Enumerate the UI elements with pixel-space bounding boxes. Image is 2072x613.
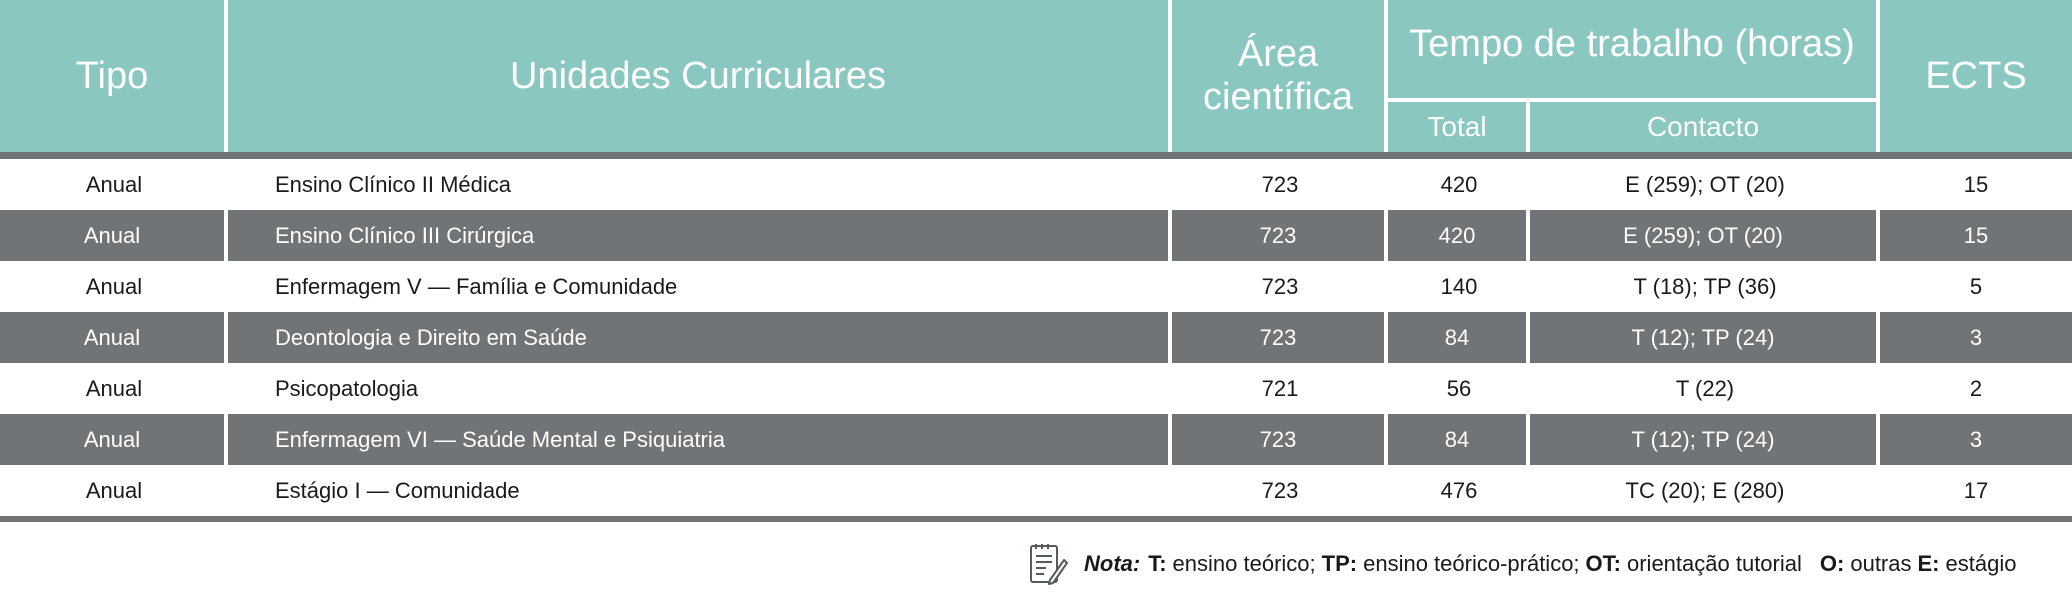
table-row: Anual Enfermagem V — Família e Comunidad… <box>0 261 2072 312</box>
header-area-line1: Área <box>1237 33 1319 76</box>
cell-unidade-curricular: Psicopatologia <box>275 375 419 401</box>
note-val-t: ensino teórico; <box>1172 551 1316 576</box>
cell-contacto: TC (20); E (280) <box>1625 477 1785 503</box>
table-row: Anual Ensino Clínico III Cirúrgica 723 4… <box>0 210 2072 261</box>
note-label: Nota: <box>1084 551 1141 576</box>
table-row: Anual Estágio I — Comunidade 723 476 TC … <box>0 465 2072 516</box>
cell-total: 140 <box>1440 273 1478 299</box>
cell-area-cientifica: 723 <box>1261 171 1299 197</box>
cell-area-cientifica: 723 <box>1172 312 1388 363</box>
cell-tipo: Anual <box>85 477 143 503</box>
cell-contacto: T (18); TP (36) <box>1633 273 1777 299</box>
cell-contacto: T (12); TP (24) <box>1530 414 1880 465</box>
cell-unidade-curricular: Estágio I — Comunidade <box>275 477 520 503</box>
cell-ects: 17 <box>1963 477 1989 503</box>
cell-ects: 3 <box>1969 324 1983 350</box>
cell-total: 56 <box>1446 375 1472 401</box>
cell-tipo: Anual <box>0 414 228 465</box>
cell-unidade-curricular: Enfermagem VI — Saúde Mental e Psiquiatr… <box>228 414 1172 465</box>
header-ects: ECTS <box>1880 0 2072 152</box>
note-val-e: estágio <box>1945 551 2017 576</box>
cell-area-cientifica: 723 <box>1261 477 1299 503</box>
header-contacto: Contacto <box>1530 102 1876 152</box>
note-key-ot: OT: <box>1585 551 1621 576</box>
header-divider <box>0 152 2072 159</box>
table-bottom-divider <box>0 516 2072 522</box>
table-row: Anual Deontologia e Direito em Saúde 723… <box>0 312 2072 363</box>
table-row: Anual Enfermagem VI — Saúde Mental e Psi… <box>0 414 2072 465</box>
note-key-o: O: <box>1819 551 1845 576</box>
cell-ects: 15 <box>1963 222 1989 248</box>
cell-total: 84 <box>1388 312 1530 363</box>
cell-total: 420 <box>1440 171 1478 197</box>
note-val-o: outras <box>1850 551 1912 576</box>
note-val-ot: orientação tutorial <box>1627 551 1802 576</box>
cell-tipo: Anual <box>0 312 228 363</box>
header-tempo-de-trabalho: Tempo de trabalho (horas) <box>1388 0 1876 98</box>
cell-tipo: Anual <box>85 171 143 197</box>
cell-contacto: T (12); TP (24) <box>1530 312 1880 363</box>
cell-unidade-curricular: Deontologia e Direito em Saúde <box>228 312 1172 363</box>
table-row: Anual Ensino Clínico II Médica 723 420 E… <box>0 159 2072 210</box>
cell-ects: 5 <box>1969 273 1983 299</box>
header-total: Total <box>1388 102 1526 152</box>
cell-area-cientifica: 723 <box>1261 273 1299 299</box>
cell-unidade-curricular: Enfermagem V — Família e Comunidade <box>275 273 678 299</box>
table-row: Anual Psicopatologia 721 56 T (22) 2 <box>0 363 2072 414</box>
table-body: Anual Ensino Clínico II Médica 723 420 E… <box>0 159 2072 516</box>
cell-unidade-curricular: Ensino Clínico II Médica <box>275 171 511 197</box>
table-header: Tipo Unidades Curriculares Área científi… <box>0 0 2072 152</box>
table-note: Nota: T: ensino teórico; TP: ensino teór… <box>1028 540 2068 588</box>
cell-ects: 3 <box>1969 426 1983 452</box>
header-area-line2: científica <box>1203 76 1353 118</box>
note-key-t: T: <box>1148 551 1167 576</box>
cell-area-cientifica: 723 <box>1172 414 1388 465</box>
note-key-tp: TP: <box>1321 551 1358 576</box>
cell-contacto: T (22) <box>1675 375 1735 401</box>
cell-tipo: Anual <box>0 210 228 261</box>
cell-contacto: E (259); OT (20) <box>1530 210 1880 261</box>
cell-tipo: Anual <box>85 273 143 299</box>
cell-ects: 2 <box>1969 375 1983 401</box>
cell-total: 420 <box>1388 210 1530 261</box>
cell-total: 84 <box>1388 414 1530 465</box>
cell-area-cientifica: 723 <box>1172 210 1388 261</box>
note-key-e: E: <box>1917 551 1940 576</box>
cell-contacto: E (259); OT (20) <box>1625 171 1785 197</box>
note-val-tp: ensino teórico-prático; <box>1363 551 1580 576</box>
header-area-cientifica: Área científica <box>1172 0 1384 152</box>
cell-ects: 15 <box>1963 171 1989 197</box>
notepad-pencil-icon <box>1030 544 1068 585</box>
cell-tipo: Anual <box>85 375 143 401</box>
cell-area-cientifica: 721 <box>1261 375 1299 401</box>
cell-unidade-curricular: Ensino Clínico III Cirúrgica <box>228 210 1172 261</box>
cell-total: 476 <box>1440 477 1478 503</box>
header-tipo: Tipo <box>0 0 224 152</box>
header-unidades-curriculares: Unidades Curriculares <box>228 0 1168 152</box>
